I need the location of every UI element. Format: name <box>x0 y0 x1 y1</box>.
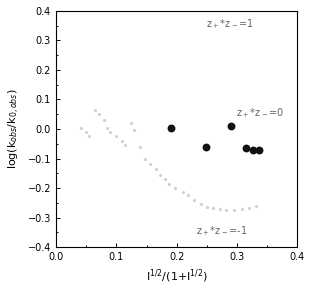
Point <box>203 145 208 150</box>
Point <box>93 107 98 112</box>
Point <box>218 207 223 212</box>
Point <box>87 134 92 139</box>
Point <box>167 181 172 186</box>
Point <box>143 156 148 161</box>
Text: z$_+$*z$_-$=0: z$_+$*z$_-$=0 <box>236 107 284 120</box>
Point <box>173 186 178 190</box>
Point <box>129 121 134 126</box>
Point <box>191 197 196 202</box>
Point <box>105 125 110 130</box>
Point <box>244 146 249 150</box>
Point <box>210 206 215 211</box>
X-axis label: I$^{1/2}$/(1+I$^{1/2}$): I$^{1/2}$/(1+I$^{1/2}$) <box>146 267 207 285</box>
Point <box>250 148 255 153</box>
Point <box>247 206 252 211</box>
Point <box>168 126 173 131</box>
Point <box>185 193 190 198</box>
Point <box>84 130 89 134</box>
Point <box>162 177 167 182</box>
Point <box>232 208 236 213</box>
Point <box>153 166 158 171</box>
Text: z$_+$*z$_-$=-1: z$_+$*z$_-$=-1 <box>196 224 248 238</box>
Text: z$_+$*z$_-$=1: z$_+$*z$_-$=1 <box>206 17 254 31</box>
Point <box>97 112 102 117</box>
Point <box>239 207 244 212</box>
Point <box>132 128 137 133</box>
Point <box>198 202 203 206</box>
Point <box>180 190 185 195</box>
Point <box>204 205 209 210</box>
Point <box>114 134 119 139</box>
Point <box>228 124 233 128</box>
Point <box>120 138 125 143</box>
Point <box>138 144 143 149</box>
Point <box>147 162 152 167</box>
Point <box>108 130 113 134</box>
Point <box>102 118 107 122</box>
Point <box>224 208 229 213</box>
Y-axis label: log(k$_{obs}$/k$_{0,obs}$): log(k$_{obs}$/k$_{0,obs}$) <box>7 89 22 169</box>
Point <box>123 143 128 147</box>
Point <box>157 172 162 177</box>
Point <box>79 125 84 130</box>
Point <box>254 204 259 209</box>
Point <box>256 148 261 153</box>
